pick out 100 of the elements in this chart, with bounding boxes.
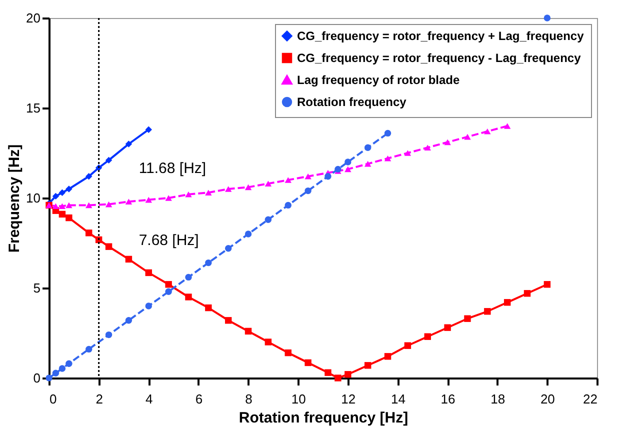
x-tick-label: 12 <box>341 392 356 406</box>
point <box>58 203 66 210</box>
x-tick-label: 4 <box>146 392 153 406</box>
point <box>185 191 192 198</box>
y-tick-label: 0 <box>33 370 40 386</box>
point <box>58 189 66 196</box>
point <box>324 369 332 376</box>
point <box>424 144 431 151</box>
point <box>504 123 511 129</box>
point <box>66 214 72 222</box>
point <box>46 374 52 382</box>
x-tick-label: 16 <box>440 392 456 406</box>
x-tick-label: 22 <box>583 392 598 406</box>
x-tick-label: 2 <box>96 392 103 406</box>
point <box>86 202 92 208</box>
point <box>185 294 192 300</box>
point <box>544 14 551 22</box>
point <box>185 274 192 281</box>
x-tick-label: 14 <box>390 392 406 406</box>
point <box>424 333 431 340</box>
point <box>544 281 551 288</box>
point <box>324 173 332 180</box>
point <box>224 186 232 192</box>
point <box>105 243 112 250</box>
point <box>284 202 292 209</box>
point <box>264 338 272 346</box>
point <box>264 216 272 223</box>
legend-label: CG_frequency = rotor_frequency + Lag_frequency <box>297 29 584 43</box>
y-tick-label: 20 <box>26 10 40 26</box>
point <box>344 166 352 172</box>
point <box>66 360 72 367</box>
point <box>444 139 451 146</box>
point <box>304 187 312 194</box>
point <box>464 134 471 140</box>
point <box>244 230 252 238</box>
point <box>384 353 392 360</box>
point <box>205 304 212 312</box>
point <box>86 230 92 236</box>
point <box>364 160 372 167</box>
legend-label: CG_frequency = rotor_frequency - Lag_frequency <box>297 51 582 65</box>
point <box>384 130 392 137</box>
point <box>334 374 342 382</box>
point <box>384 155 392 162</box>
point <box>404 150 412 156</box>
point <box>165 195 172 201</box>
point <box>504 299 511 306</box>
point <box>444 324 451 331</box>
point <box>145 126 152 133</box>
point <box>364 362 372 369</box>
point <box>52 192 60 200</box>
point <box>145 302 152 310</box>
point <box>165 281 172 288</box>
point <box>224 317 232 324</box>
point <box>524 290 531 297</box>
point <box>264 180 272 187</box>
point <box>344 158 352 166</box>
point <box>344 371 352 378</box>
x-tick-label: 8 <box>245 392 252 406</box>
point <box>145 269 152 276</box>
point <box>105 201 112 208</box>
point <box>52 370 60 376</box>
point <box>105 156 112 164</box>
point <box>58 210 66 218</box>
point <box>284 177 292 183</box>
x-tick-label: 10 <box>291 392 306 406</box>
y-axis-title: Frequency [Hz] <box>6 144 24 253</box>
point <box>364 144 372 151</box>
point <box>125 317 132 324</box>
point <box>125 140 132 148</box>
point <box>165 288 172 295</box>
point <box>86 346 92 353</box>
x-axis-title: Rotation frequency [Hz] <box>238 410 408 426</box>
y-tick-label: 10 <box>26 190 40 206</box>
x-tick-label: 0 <box>50 392 57 406</box>
point <box>105 331 112 338</box>
legend-label: Lag frequency of rotor blade <box>297 73 460 87</box>
point <box>125 256 132 263</box>
point <box>86 173 92 180</box>
point <box>464 315 471 322</box>
point <box>145 196 152 203</box>
point <box>244 328 252 335</box>
point <box>58 365 66 372</box>
point <box>205 190 212 196</box>
annotation: 7.68 [Hz] <box>138 232 199 249</box>
point <box>52 203 60 210</box>
annotation: 11.68 [Hz] <box>138 160 206 177</box>
x-tick-label: 18 <box>490 392 506 406</box>
point <box>205 259 212 266</box>
point <box>304 173 312 180</box>
point <box>484 308 491 315</box>
point <box>244 184 252 190</box>
point <box>334 166 342 173</box>
point <box>224 245 232 252</box>
point <box>66 186 72 192</box>
y-tick-label: 15 <box>26 100 40 116</box>
point <box>304 359 312 366</box>
x-tick-label: 20 <box>540 392 555 406</box>
legend-label: Rotation frequency <box>297 95 407 109</box>
x-tick-label: 6 <box>195 392 203 406</box>
y-tick-label: 5 <box>33 280 40 296</box>
